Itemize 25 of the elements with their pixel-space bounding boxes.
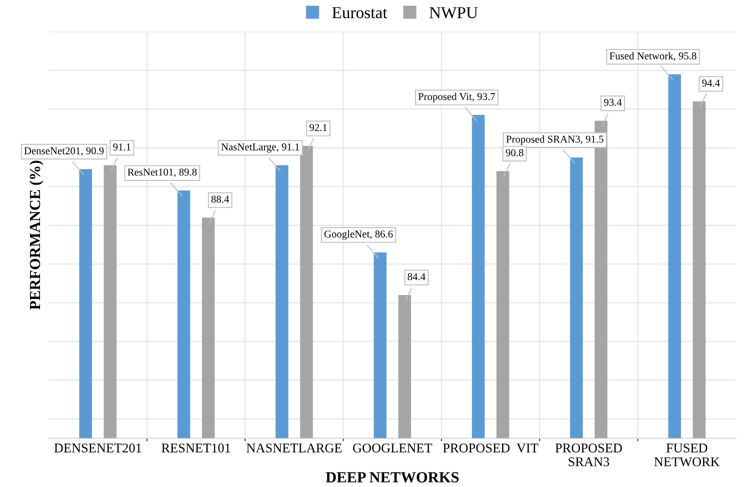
x-tick-label: DENSENET201 (54, 444, 142, 452)
y-axis-title: PERFORMANCE (%) (29, 160, 44, 310)
x-tick-label: FUSED NETWORK (654, 444, 720, 466)
data-label: Proposed Vit, 93.7 (418, 92, 496, 102)
data-label: 91.1 (113, 143, 130, 150)
x-tick-label: NASNETLARGE (246, 444, 342, 452)
x-tick-label: PROPOSED VIT (443, 444, 538, 453)
data-label: 90.8 (506, 149, 524, 156)
data-label: ResNet101, 89.8 (128, 168, 197, 178)
data-label: 92.1 (310, 124, 327, 132)
data-label: DenseNet201, 90.9 (24, 147, 104, 156)
legend-label: NWPU (429, 7, 478, 18)
data-label: 84.4 (408, 273, 426, 280)
x-tick-label: PROPOSED SRAN3 (555, 444, 622, 466)
x-tick-label: RESNET101 (162, 444, 230, 452)
data-label: Fused Network, 95.8 (610, 52, 696, 61)
data-label: Proposed SRAN3, 91.5 (506, 135, 604, 145)
data-label: 93.4 (604, 98, 622, 106)
data-label: GoogleNet, 86.6 (324, 230, 393, 240)
legend-label: Eurostat (332, 7, 388, 18)
x-axis-title: DEEP NETWORKS (326, 472, 459, 483)
data-label: 88.4 (211, 196, 230, 203)
x-tick-label: GOOGLENET (353, 444, 432, 452)
data-label: NasNetLarge, 91.1 (221, 143, 300, 153)
data-label: 94.4 (702, 80, 720, 87)
